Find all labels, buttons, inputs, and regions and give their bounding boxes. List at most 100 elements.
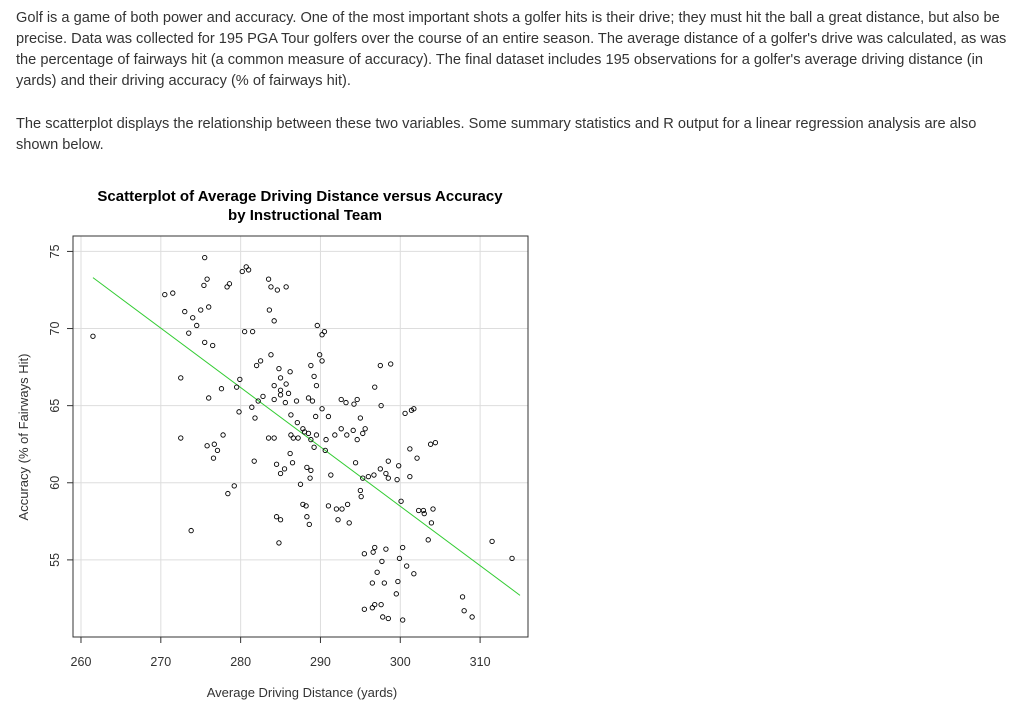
chart-title-line2: by Instructional Team [228,207,382,224]
data-point [398,498,404,504]
data-point [428,520,435,526]
data-point [354,436,360,443]
data-point [305,395,312,401]
data-point [414,455,420,461]
data-point [400,617,406,623]
data-point [335,517,341,523]
regression-line [92,277,521,596]
data-point [339,506,345,512]
data-point [374,569,380,575]
data-point [276,540,282,546]
data-point [277,375,284,381]
data-point [265,435,272,441]
data-point [294,419,300,426]
data-point [357,487,364,494]
data-point [287,450,293,457]
data-point [388,361,394,367]
data-point [509,555,515,561]
data-point [214,447,221,454]
x-tick-label: 270 [150,655,171,669]
data-point [378,403,384,409]
data-point [237,376,243,383]
data-point [402,410,408,417]
data-point [372,384,378,390]
data-point [370,549,376,555]
data-point [354,396,360,403]
data-point [313,432,320,438]
data-point [400,544,406,551]
x-axis-label: Average Driving Distance (yards) [207,685,398,700]
data-point [396,555,403,561]
data-points [90,254,515,623]
data-point [251,458,257,464]
data-point [204,276,210,282]
data-point [282,399,288,406]
data-point [306,521,312,528]
data-point [210,455,217,461]
data-point [271,382,277,389]
data-point [249,404,255,410]
data-point [268,352,274,358]
data-point [186,330,192,336]
data-point [489,538,495,545]
data-point [411,406,417,412]
data-point [277,517,284,523]
data-point [90,333,96,339]
x-tick-label: 310 [470,655,491,669]
data-point [313,382,320,389]
data-point [421,510,427,517]
y-tick-label: 55 [48,553,62,567]
data-point [415,507,422,514]
data-point [369,580,375,586]
data-point [287,369,293,375]
data-point [283,381,289,387]
data-point [323,436,329,443]
data-point [220,432,226,438]
data-point [381,580,387,586]
data-point [358,493,364,500]
data-point [396,463,402,469]
data-point [304,464,310,470]
data-point [281,466,288,472]
data-point [204,443,210,449]
data-point [198,307,204,313]
data-point [162,291,168,298]
data-point [271,318,277,324]
data-point [253,362,260,369]
data-point [290,435,296,441]
data-point [241,328,248,335]
y-tick-label: 60 [48,476,62,490]
data-point [255,398,261,404]
data-point [178,375,184,381]
data-point [313,413,319,420]
data-point [206,304,212,310]
scatterplot-chart: Scatterplot of Average Driving Distance … [16,188,529,700]
data-point [461,608,467,614]
data-point [295,435,301,441]
data-point [308,362,314,369]
data-point [311,373,317,380]
data-point [385,615,391,622]
x-tick-label: 280 [230,655,251,669]
x-tick-label: 290 [310,655,331,669]
data-point [365,473,372,480]
data-point [303,503,309,509]
data-point [190,315,196,321]
data-point [252,415,258,421]
data-point [338,396,344,403]
data-point [394,477,400,483]
data-point [319,358,325,364]
data-point [350,427,356,433]
data-point [332,432,338,438]
x-tick-label: 300 [390,655,411,669]
data-point [266,307,273,313]
data-point [210,342,216,349]
data-point [218,386,225,392]
data-point [343,399,349,406]
data-point [293,398,300,404]
data-point [231,483,237,489]
y-tick-label: 70 [48,322,62,336]
data-point [277,392,284,398]
data-point [425,537,431,543]
data-point [276,365,282,372]
